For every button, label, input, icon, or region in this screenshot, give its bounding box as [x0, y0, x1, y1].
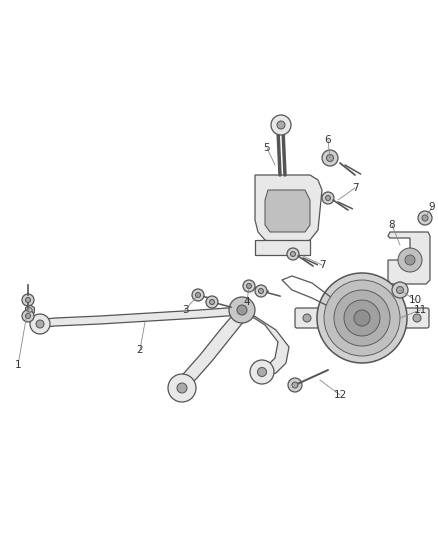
Circle shape	[322, 192, 334, 204]
Circle shape	[334, 290, 390, 346]
Circle shape	[405, 255, 415, 265]
Text: 5: 5	[264, 143, 270, 153]
Circle shape	[258, 367, 266, 376]
Circle shape	[317, 273, 407, 363]
Text: 3: 3	[182, 305, 188, 315]
Circle shape	[324, 280, 400, 356]
Text: 6: 6	[325, 135, 331, 145]
Polygon shape	[237, 307, 289, 377]
Text: 11: 11	[413, 305, 427, 315]
Polygon shape	[388, 232, 430, 284]
Polygon shape	[265, 190, 310, 232]
Circle shape	[36, 320, 44, 328]
Circle shape	[207, 297, 217, 307]
Circle shape	[247, 284, 251, 288]
FancyBboxPatch shape	[295, 308, 321, 328]
Circle shape	[243, 280, 255, 292]
Circle shape	[322, 150, 338, 166]
Circle shape	[25, 313, 31, 319]
Circle shape	[392, 282, 408, 298]
Circle shape	[303, 314, 311, 322]
Circle shape	[210, 300, 214, 304]
Circle shape	[396, 287, 403, 294]
Circle shape	[209, 300, 215, 304]
Circle shape	[325, 196, 331, 200]
Circle shape	[255, 285, 267, 297]
Circle shape	[290, 252, 296, 256]
Circle shape	[247, 284, 251, 288]
Circle shape	[244, 281, 254, 291]
Polygon shape	[26, 305, 34, 315]
Text: 7: 7	[352, 183, 358, 193]
Circle shape	[25, 297, 31, 303]
Circle shape	[344, 300, 380, 336]
Polygon shape	[255, 175, 322, 245]
FancyBboxPatch shape	[403, 308, 429, 328]
Polygon shape	[175, 310, 248, 388]
Circle shape	[277, 121, 285, 129]
Text: 4: 4	[244, 297, 250, 307]
Circle shape	[177, 383, 187, 393]
Circle shape	[196, 293, 200, 297]
Circle shape	[168, 374, 196, 402]
Circle shape	[258, 288, 264, 294]
Circle shape	[229, 297, 255, 323]
Circle shape	[259, 289, 263, 293]
Circle shape	[354, 310, 370, 326]
Circle shape	[22, 310, 34, 322]
Polygon shape	[255, 240, 310, 255]
Circle shape	[413, 314, 421, 322]
Circle shape	[287, 248, 299, 260]
Text: 10: 10	[409, 295, 421, 305]
Circle shape	[30, 314, 50, 334]
Text: 9: 9	[429, 202, 435, 212]
Circle shape	[193, 290, 203, 300]
Text: 7: 7	[319, 260, 325, 270]
Circle shape	[206, 296, 218, 308]
Circle shape	[237, 305, 247, 315]
Circle shape	[195, 293, 201, 297]
Circle shape	[250, 360, 274, 384]
Circle shape	[398, 248, 422, 272]
Circle shape	[288, 378, 302, 392]
Circle shape	[22, 294, 34, 306]
Circle shape	[192, 289, 204, 301]
Text: 12: 12	[333, 390, 346, 400]
Circle shape	[326, 155, 333, 161]
Polygon shape	[35, 307, 240, 328]
Text: 2: 2	[137, 345, 143, 355]
Circle shape	[28, 308, 32, 312]
Circle shape	[292, 382, 298, 388]
Text: 8: 8	[389, 220, 396, 230]
Text: 1: 1	[15, 360, 21, 370]
Circle shape	[256, 286, 266, 296]
Circle shape	[271, 115, 291, 135]
Circle shape	[418, 211, 432, 225]
Circle shape	[422, 215, 428, 221]
